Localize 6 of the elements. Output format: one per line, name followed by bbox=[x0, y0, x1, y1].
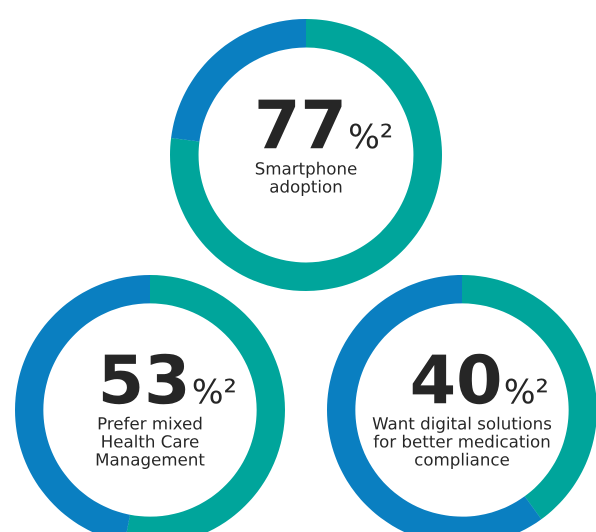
text: 53%² bbox=[102, 354, 235, 404]
text: 40%² bbox=[412, 354, 547, 404]
text: Prefer mixed Health Care Management bbox=[96, 416, 204, 469]
donut-slice bbox=[170, 19, 442, 291]
text: Smartphone adoption bbox=[256, 162, 356, 196]
text: Want digital solutions for better medication compliance bbox=[372, 416, 552, 469]
